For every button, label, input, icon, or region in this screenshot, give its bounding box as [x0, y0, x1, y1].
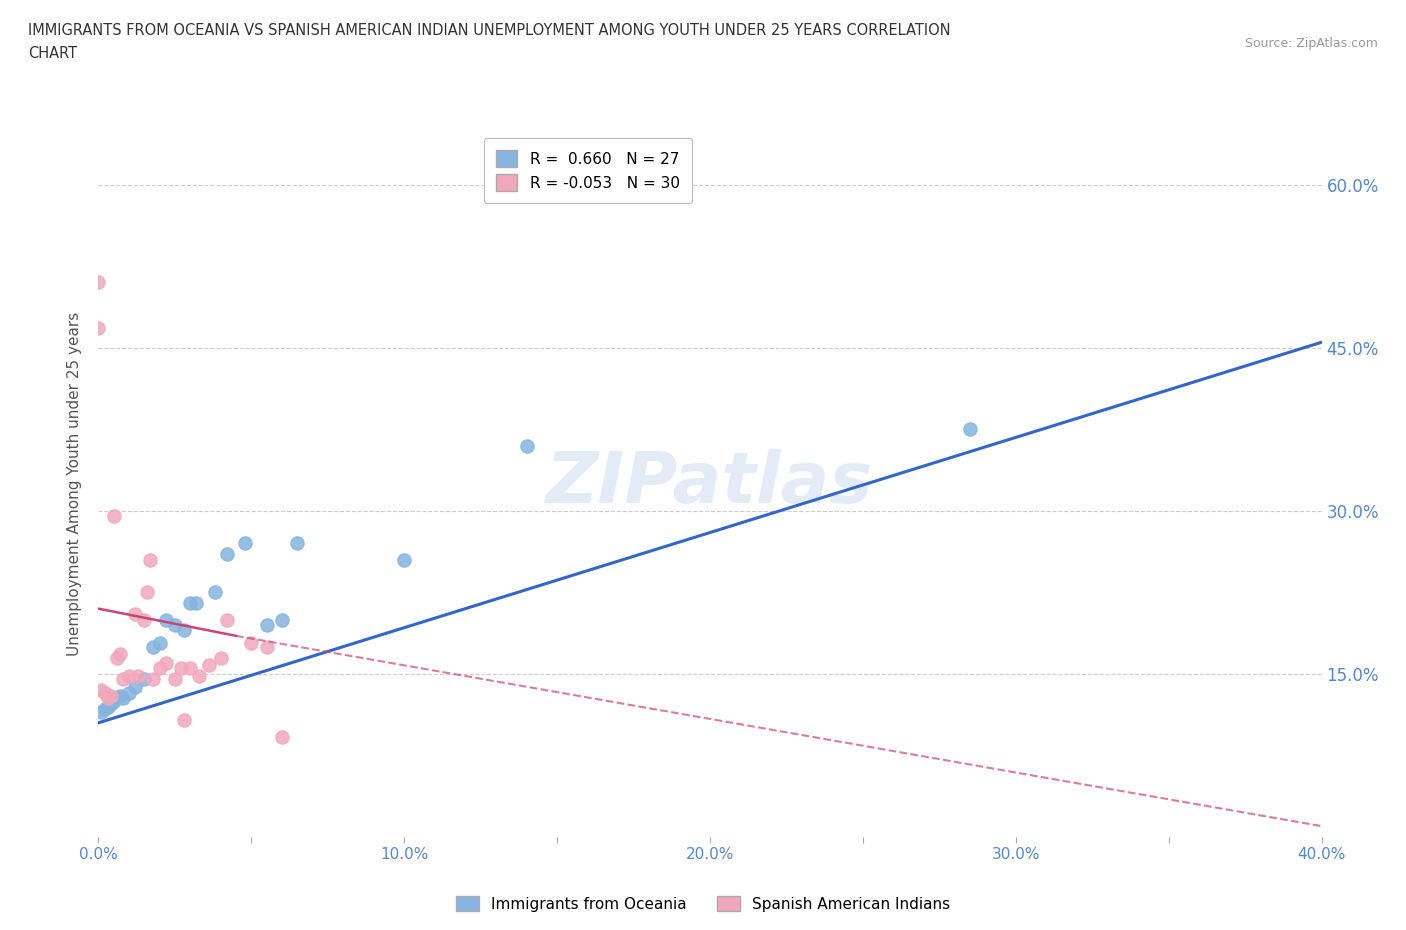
- Point: [392, 552, 416, 567]
- Point: [103, 694, 125, 709]
- Point: [134, 612, 156, 627]
- Point: [108, 688, 131, 703]
- Point: [124, 606, 146, 621]
- Point: [139, 552, 162, 567]
- Text: CHART: CHART: [28, 46, 77, 61]
- Legend: Immigrants from Oceania, Spanish American Indians: Immigrants from Oceania, Spanish America…: [450, 889, 956, 918]
- Point: [111, 671, 134, 686]
- Point: [163, 618, 186, 632]
- Point: [124, 680, 146, 695]
- Point: [142, 639, 165, 654]
- Point: [103, 509, 125, 524]
- Text: ZIPatlas: ZIPatlas: [547, 449, 873, 518]
- Point: [100, 688, 122, 703]
- Point: [136, 585, 159, 600]
- Point: [90, 705, 112, 720]
- Point: [134, 671, 156, 686]
- Point: [97, 699, 120, 714]
- Point: [179, 596, 201, 611]
- Point: [209, 650, 232, 665]
- Text: IMMIGRANTS FROM OCEANIA VS SPANISH AMERICAN INDIAN UNEMPLOYMENT AMONG YOUTH UNDE: IMMIGRANTS FROM OCEANIA VS SPANISH AMERI…: [28, 23, 950, 38]
- Point: [108, 647, 131, 662]
- Y-axis label: Unemployment Among Youth under 25 years: Unemployment Among Youth under 25 years: [67, 312, 83, 656]
- Point: [215, 612, 238, 627]
- Point: [155, 656, 177, 671]
- Point: [186, 596, 208, 611]
- Point: [256, 639, 278, 654]
- Point: [240, 636, 263, 651]
- Text: Source: ZipAtlas.com: Source: ZipAtlas.com: [1244, 37, 1378, 50]
- Point: [149, 636, 172, 651]
- Point: [118, 669, 141, 684]
- Point: [197, 658, 219, 672]
- Point: [285, 536, 308, 551]
- Point: [204, 585, 226, 600]
- Point: [179, 661, 201, 676]
- Point: [188, 669, 211, 684]
- Point: [87, 321, 110, 336]
- Point: [173, 712, 195, 727]
- Point: [516, 438, 538, 453]
- Point: [87, 275, 110, 290]
- Point: [256, 618, 278, 632]
- Point: [97, 690, 120, 705]
- Point: [111, 690, 134, 705]
- Point: [149, 661, 172, 676]
- Point: [270, 612, 292, 627]
- Point: [155, 612, 177, 627]
- Point: [170, 661, 193, 676]
- Point: [163, 671, 186, 686]
- Point: [100, 697, 122, 711]
- Point: [173, 623, 195, 638]
- Point: [270, 729, 292, 744]
- Point: [105, 650, 128, 665]
- Point: [93, 701, 115, 716]
- Point: [215, 547, 238, 562]
- Point: [127, 669, 149, 684]
- Point: [233, 536, 256, 551]
- Legend: R =  0.660   N = 27, R = -0.053   N = 30: R = 0.660 N = 27, R = -0.053 N = 30: [484, 138, 692, 204]
- Point: [959, 422, 981, 437]
- Point: [142, 671, 165, 686]
- Point: [90, 683, 112, 698]
- Point: [105, 690, 128, 705]
- Point: [93, 686, 115, 701]
- Point: [118, 686, 141, 701]
